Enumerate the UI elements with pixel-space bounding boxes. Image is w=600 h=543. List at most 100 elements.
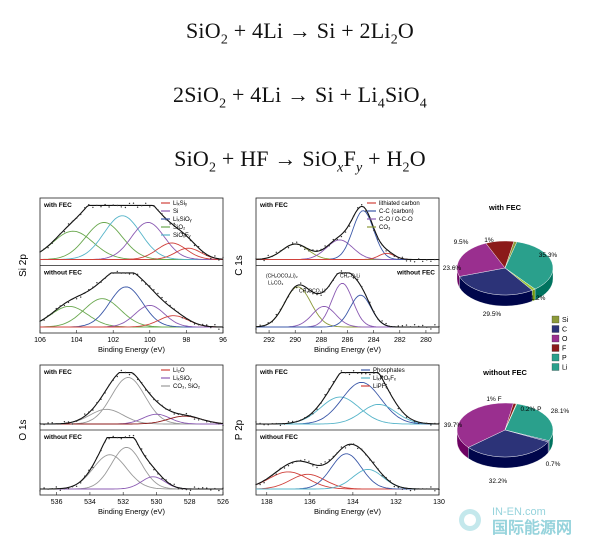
pie-label: 1% (484, 237, 494, 244)
data-point (173, 483, 175, 485)
data-point (189, 415, 192, 417)
equation-2: 2SiO2 + 4Li → Si + Li4SiO4 (173, 82, 427, 112)
spectrum-p2p: P 2p Binding Energy (eV) 138 136 134 132 130 wi… (234, 364, 445, 516)
component-peak (256, 306, 439, 328)
data-point (369, 459, 371, 461)
data-point (104, 203, 106, 206)
x-tick-label: 134 (347, 499, 359, 506)
x-axis-label: Binding Energy (eV) (98, 345, 166, 354)
peak-annotation: CH₃OCO₂Li (299, 289, 325, 295)
data-point (344, 447, 347, 449)
data-point (340, 446, 343, 448)
y-axis-label: Si 2p (18, 254, 29, 277)
data-point (275, 251, 277, 253)
data-point (263, 259, 265, 262)
data-point (96, 204, 98, 207)
data-point (296, 460, 298, 463)
data-point (39, 490, 41, 492)
data-point (434, 258, 436, 261)
data-point (255, 258, 257, 260)
data-point (255, 421, 257, 423)
legend-label: Si (173, 209, 178, 215)
data-point (108, 438, 110, 440)
data-point (104, 277, 106, 279)
data-point (296, 241, 298, 243)
data-point (210, 489, 212, 491)
data-point (401, 411, 404, 413)
legend-label: LiₓPOᵧFₓ (373, 376, 396, 382)
data-point (267, 424, 269, 426)
watermark-logo-icon: IN-EN.com 国际能源网 (459, 506, 572, 537)
data-point (51, 488, 53, 490)
equation-1: SiO2 + 4Li → Si + 2Li2O (185, 18, 414, 48)
data-point (177, 413, 179, 416)
data-point (149, 392, 151, 394)
data-point (332, 238, 334, 241)
data-point (132, 273, 135, 275)
data-point (271, 255, 273, 258)
element-label: C (562, 327, 567, 334)
data-point (141, 382, 143, 384)
data-point (80, 482, 82, 484)
panel-label: without FEC (43, 270, 82, 277)
data-point (43, 487, 45, 489)
x-tick-label: 290 (289, 337, 301, 344)
data-point (328, 388, 330, 390)
data-point (206, 324, 208, 326)
data-point (263, 424, 265, 426)
data-point (92, 409, 94, 411)
data-point (434, 422, 436, 425)
data-point (214, 421, 216, 424)
data-point (263, 325, 265, 327)
data-point (67, 487, 70, 490)
data-point (145, 283, 147, 285)
component-peak (40, 408, 223, 425)
x-tick-label: 526 (217, 499, 229, 506)
data-point (304, 459, 306, 461)
data-point (324, 289, 326, 291)
legend-label: C-O / O-C-O (379, 217, 413, 223)
data-point (397, 257, 399, 259)
data-point (100, 449, 102, 452)
data-point (344, 272, 347, 274)
component-peak (40, 247, 224, 260)
data-point (373, 310, 375, 313)
data-point (43, 423, 45, 426)
panel-label: with FEC (43, 369, 72, 376)
data-point (104, 441, 106, 443)
element-label: F (562, 346, 566, 353)
x-axis-label: Binding Energy (eV) (314, 507, 382, 516)
data-point (181, 414, 183, 416)
data-point (271, 423, 273, 425)
legend: Phosphates LiₓPOᵧFₓ LiPF₆ (361, 368, 405, 390)
pie-title: with FEC (488, 203, 522, 212)
element-swatch (551, 315, 560, 324)
data-point (55, 237, 57, 240)
data-point (177, 311, 179, 314)
x-tick-label: 132 (390, 499, 402, 506)
data-point (344, 372, 347, 374)
data-point (275, 422, 277, 425)
data-point (132, 373, 135, 375)
envelope-curve (255, 443, 439, 490)
data-point (357, 372, 359, 374)
data-point (197, 324, 200, 326)
data-point (409, 326, 412, 328)
legend-label: SiOₓFᵧ (173, 233, 191, 239)
data-point (348, 444, 351, 446)
data-point (304, 248, 306, 250)
data-point (88, 469, 90, 471)
data-point (377, 468, 379, 470)
data-point (438, 259, 440, 261)
data-point (361, 373, 363, 375)
pie-label: 1% F (486, 396, 501, 403)
element-swatch (551, 344, 560, 352)
peak-annotation: (CH₂OCO₂Li)₂ (266, 274, 298, 280)
data-point (259, 258, 261, 261)
legend-label: LiPF₆ (373, 384, 388, 390)
data-point (373, 372, 375, 374)
watermark-cn: 国际能源网 (492, 518, 572, 537)
data-point (132, 202, 135, 204)
data-point (385, 383, 387, 386)
